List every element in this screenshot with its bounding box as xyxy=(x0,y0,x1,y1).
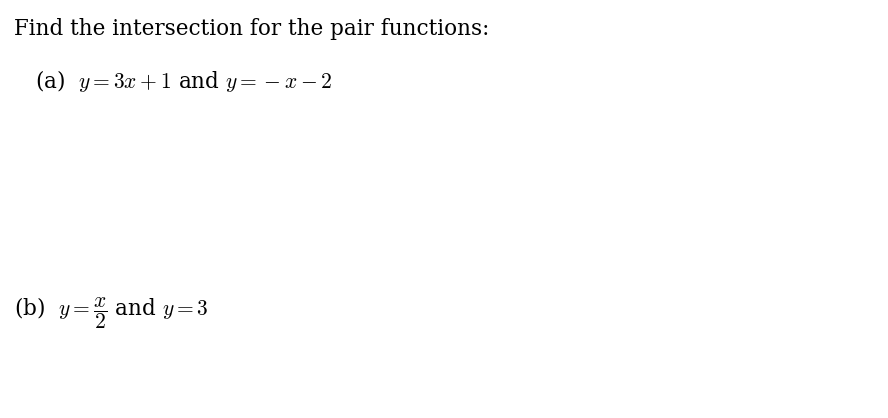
Text: (a)  $y = 3x + 1$ and $y = -x - 2$: (a) $y = 3x + 1$ and $y = -x - 2$ xyxy=(35,68,333,94)
Text: (b)  $y = \dfrac{x}{2}$ and $y = 3$: (b) $y = \dfrac{x}{2}$ and $y = 3$ xyxy=(14,295,209,331)
Text: Find the intersection for the pair functions:: Find the intersection for the pair funct… xyxy=(14,18,489,40)
